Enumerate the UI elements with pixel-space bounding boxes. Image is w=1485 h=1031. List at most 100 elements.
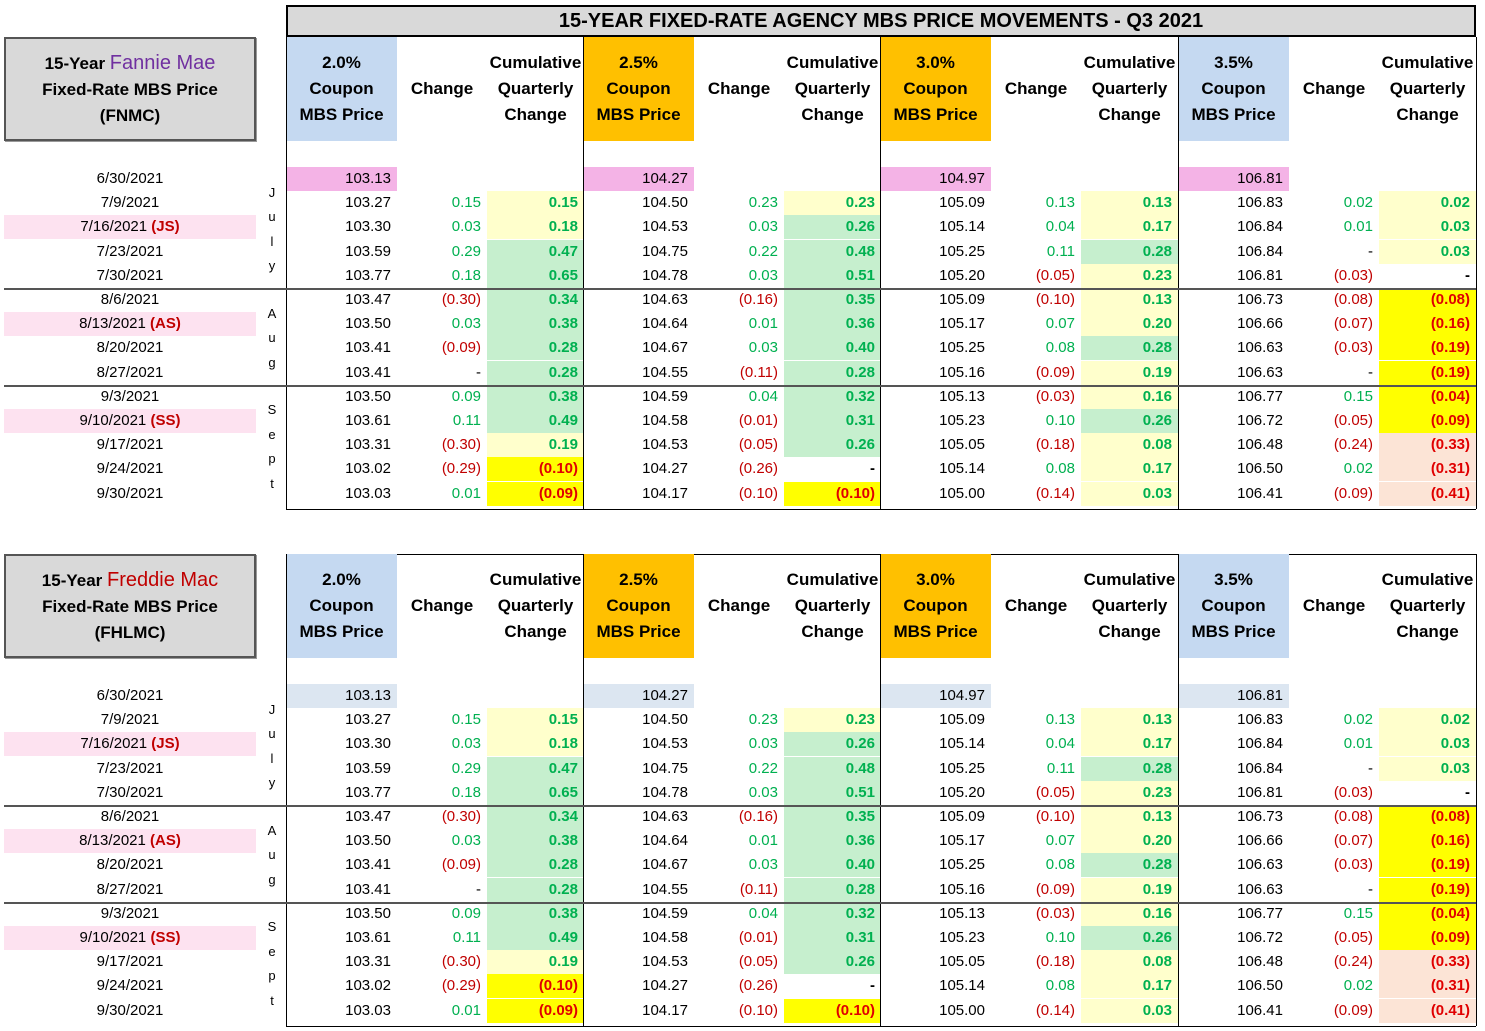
coupon-header: 2.0% Coupon MBS Price	[286, 37, 397, 141]
price-cell: 106.84	[1237, 218, 1283, 236]
month-letter: e	[268, 426, 276, 442]
change-cell: (0.03)	[1333, 856, 1373, 874]
coupon-label: Coupon	[1201, 79, 1266, 98]
settlement-tag: (JS)	[147, 218, 180, 236]
change-cell: (0.09)	[1333, 1001, 1373, 1019]
change-cell: (0.09)	[1035, 363, 1075, 381]
cumulative-header: Cumulative Quarterly Change	[784, 554, 881, 658]
fannie-mae-table: 15-Year Fannie Mae Fixed-Rate MBS Price (F…	[0, 0, 1485, 510]
cumulative-cell: (0.33)	[1379, 433, 1476, 458]
mbs-price-label: MBS Price	[596, 622, 681, 641]
cumulative-header-line: Quarterly	[794, 596, 871, 615]
cumulative-header-line: Cumulative	[1083, 53, 1176, 72]
change-header: Change	[410, 596, 474, 615]
table-right-border	[1476, 554, 1477, 1026]
date-text: 8/27/2021	[96, 363, 164, 381]
change-cell: (0.14)	[1035, 484, 1075, 502]
price-cell: 103.41	[345, 363, 391, 381]
price-cell: 106.66	[1237, 315, 1283, 333]
price-cell: 104.17	[642, 484, 688, 502]
cumulative-cell: 0.19	[1081, 360, 1178, 385]
change-cell: (0.18)	[1035, 436, 1075, 454]
cumulative-cell: (0.09)	[1379, 409, 1476, 433]
cumulative-cell: 0.03	[1379, 732, 1476, 757]
cumulative-cell: 0.19	[487, 950, 584, 975]
change-cell: (0.30)	[441, 436, 481, 454]
price-cell: 106.81	[1178, 167, 1289, 191]
date-text: 7/30/2021	[96, 783, 164, 801]
month-letter: J	[268, 184, 276, 200]
cumulative-cell: 0.23	[1081, 780, 1178, 805]
cumulative-cell: 0.13	[1081, 805, 1178, 829]
price-cell: 104.67	[642, 856, 688, 874]
section-label: 15-Year Freddie Mac Fixed-Rate MBS Price (…	[4, 554, 256, 658]
change-cell: (0.18)	[1035, 953, 1075, 971]
month-letter: g	[268, 354, 276, 370]
change-cell: 0.01	[748, 832, 778, 850]
date-text: 7/16/2021	[80, 218, 148, 236]
price-cell: 103.03	[345, 1001, 391, 1019]
price-cell: 105.14	[939, 218, 985, 236]
change-cell: 0.07	[1045, 315, 1075, 333]
month-letter: p	[268, 968, 276, 984]
month-letter: u	[268, 330, 276, 346]
date-text: 7/9/2021	[100, 711, 160, 729]
cumulative-header: Cumulative Quarterly Change	[784, 37, 881, 141]
cumulative-cell: 0.20	[1081, 829, 1178, 854]
cumulative-header: Cumulative Quarterly Change	[1081, 37, 1178, 141]
date-text: 8/6/2021	[100, 291, 160, 308]
coupon-rate: 3.5%	[1214, 570, 1253, 589]
date-cell: 7/16/2021 (JS)	[4, 732, 256, 757]
date-cell: 7/16/2021 (JS)	[4, 215, 256, 240]
price-cell: 105.16	[939, 363, 985, 381]
change-cell: 0.03	[748, 218, 778, 236]
price-cell: 106.48	[1237, 436, 1283, 454]
table-bottom-border	[286, 508, 1476, 510]
change-cell: 0.02	[1343, 711, 1373, 729]
date-cell: 8/6/2021	[4, 805, 256, 829]
change-cell: -	[476, 363, 481, 381]
mbs-price-label: MBS Price	[1191, 105, 1276, 124]
coupon-rate: 2.0%	[322, 570, 361, 589]
change-cell: (0.29)	[441, 977, 481, 995]
price-cell: 106.81	[1237, 266, 1283, 284]
cumulative-cell: (0.33)	[1379, 950, 1476, 975]
cumulative-cell: (0.04)	[1379, 384, 1476, 409]
cumulative-cell: -	[870, 460, 875, 478]
change-cell: (0.08)	[1333, 808, 1373, 825]
cumulative-cell: 0.28	[487, 360, 584, 385]
change-cell: 0.09	[451, 904, 481, 922]
date-cell: 7/9/2021	[4, 708, 256, 732]
cumulative-header-line: Change	[1098, 105, 1161, 124]
agency-name: Freddie Mac	[107, 569, 219, 591]
cumulative-header-line: Change	[801, 622, 864, 641]
price-cell: 103.41	[345, 339, 391, 357]
cumulative-header-line: Quarterly	[497, 596, 574, 615]
change-header: Change	[707, 596, 771, 615]
change-cell: (0.11)	[739, 880, 778, 898]
price-cell: 103.27	[345, 711, 391, 729]
price-cell: 104.97	[880, 167, 991, 191]
cumulative-header-line: Quarterly	[1389, 596, 1466, 615]
month-letter: t	[270, 475, 274, 491]
price-cell: 106.73	[1237, 291, 1283, 308]
price-cell: 103.31	[345, 436, 391, 454]
date-text: 9/30/2021	[96, 1001, 164, 1019]
cumulative-cell: -	[1465, 783, 1470, 801]
cumulative-cell: 0.28	[1081, 239, 1178, 264]
price-cell: 103.03	[345, 484, 391, 502]
cumulative-cell: 0.08	[1081, 950, 1178, 975]
cumulative-cell: (0.09)	[1379, 926, 1476, 950]
cumulative-cell: 0.13	[1081, 191, 1178, 216]
price-cell: 106.77	[1237, 387, 1283, 405]
change-cell: (0.03)	[1333, 266, 1373, 284]
change-cell: 0.15	[1343, 904, 1373, 922]
cumulative-cell: 0.03	[1379, 756, 1476, 781]
price-cell: 104.78	[642, 783, 688, 801]
price-cell: 104.27	[583, 167, 694, 191]
change-cell: 0.03	[748, 783, 778, 801]
cumulative-cell: 0.36	[784, 312, 881, 337]
price-cell: 103.41	[345, 880, 391, 898]
cumulative-cell: (0.19)	[1379, 336, 1476, 361]
date-text: 9/3/2021	[100, 904, 160, 922]
